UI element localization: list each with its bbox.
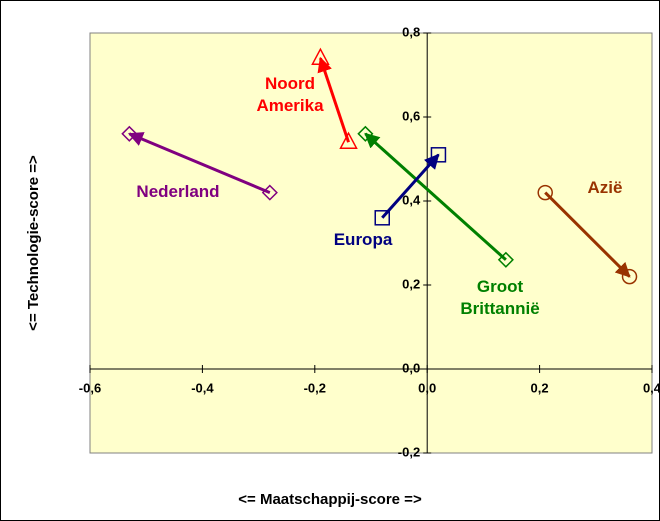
y-tick-label: 0,6 — [402, 108, 420, 123]
arrow-line — [317, 56, 350, 143]
point — [311, 47, 330, 65]
x-tick-label: 0,2 — [531, 380, 549, 395]
x-tick-label: -0,4 — [191, 380, 214, 395]
point — [339, 131, 358, 149]
x-tick-label: 0,0 — [418, 380, 436, 395]
series-label: Groot Brittannië — [460, 277, 540, 318]
y-tick-label: -0,2 — [398, 444, 420, 459]
x-tick-label: -0,2 — [304, 380, 326, 395]
series-label: Noord Amerika — [256, 74, 324, 115]
point — [261, 184, 278, 201]
arrow-line — [381, 153, 440, 219]
x-axis-label: <= Maatschappij-score => — [238, 491, 422, 508]
series-label: Europa — [333, 230, 393, 249]
point — [430, 147, 447, 163]
point — [497, 251, 514, 268]
arrow-line — [364, 132, 507, 261]
y-axis-label: <= Technologie-score => — [25, 155, 42, 331]
point — [121, 125, 138, 142]
arrow-line — [544, 191, 631, 278]
point — [621, 268, 638, 285]
plot-area — [89, 32, 653, 454]
point — [357, 125, 374, 142]
y-tick-label: 0,8 — [402, 24, 420, 39]
y-tick-label: 0,4 — [402, 192, 421, 207]
series-label: Azië — [587, 178, 623, 197]
series-label: Nederland — [136, 182, 220, 201]
point — [537, 184, 553, 201]
y-tick-label: 0,2 — [402, 276, 420, 291]
x-tick-label: 0,4 — [643, 380, 660, 395]
arrow-line — [127, 132, 271, 194]
point — [374, 210, 390, 226]
y-tick-label: 0,0 — [402, 360, 420, 375]
x-tick-label: -0,6 — [79, 380, 101, 395]
